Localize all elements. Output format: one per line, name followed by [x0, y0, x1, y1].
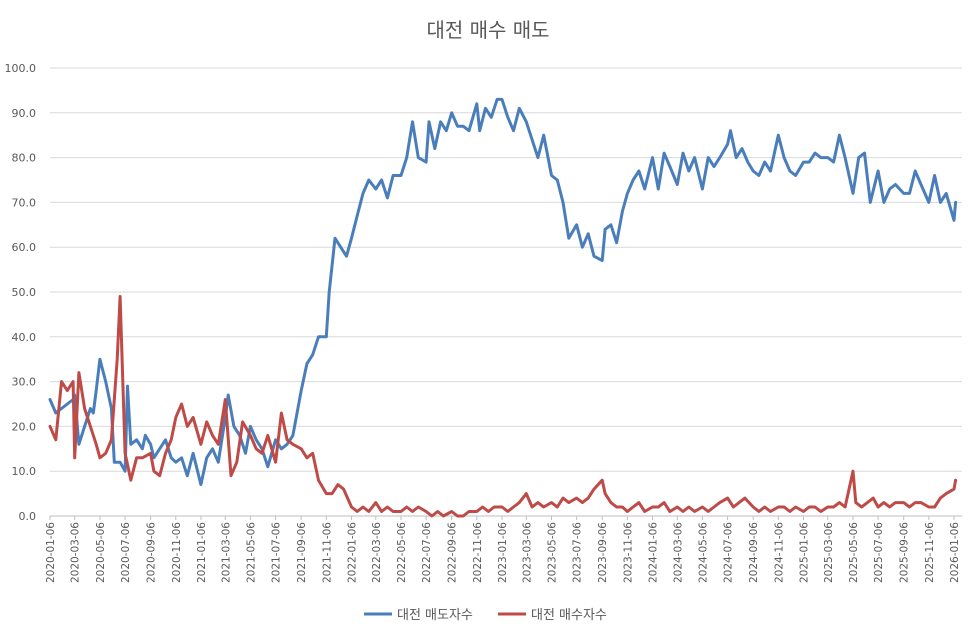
- x-axis-ticks: 2020-01-06 2020-03-06 2020-05-06 2020-07-06…: [45, 516, 961, 583]
- series-lines: [48, 97, 958, 518]
- y-tick-label: 50.0: [12, 286, 37, 299]
- x-tick-label: 2025-03-06: [823, 522, 835, 583]
- x-tick-label: 2022-01-06: [346, 522, 358, 583]
- x-tick-label: 2026-01-06: [949, 522, 961, 583]
- x-tick-label: 2022-05-06: [396, 522, 408, 583]
- x-tick-label: 2025-07-06: [873, 522, 885, 583]
- x-tick-label: 2020-11-06: [171, 522, 183, 583]
- x-tick-label: 2023-09-06: [597, 522, 609, 583]
- x-tick-label: 2023-05-06: [546, 522, 558, 583]
- x-tick-label: 2024-07-06: [723, 522, 735, 583]
- x-tick-label: 2024-03-06: [672, 522, 684, 583]
- x-tick-label: 2022-11-06: [472, 522, 484, 583]
- y-tick-label: 10.0: [12, 465, 37, 478]
- y-tick-label: 40.0: [12, 331, 37, 344]
- x-tick-label: 2023-07-06: [572, 522, 584, 583]
- x-tick-label: 2023-11-06: [622, 522, 634, 583]
- legend: 대전 매도자수 대전 매수자수: [364, 608, 607, 623]
- x-tick-label: 2022-03-06: [371, 522, 383, 583]
- y-tick-label: 100.0: [5, 62, 37, 75]
- x-tick-label: 2021-05-06: [245, 522, 257, 583]
- x-tick-label: 2021-01-06: [196, 522, 208, 583]
- x-tick-label: 2020-03-06: [70, 522, 82, 583]
- x-tick-label: 2024-11-06: [773, 522, 785, 583]
- x-tick-label: 2024-09-06: [748, 522, 760, 583]
- x-tick-label: 2023-03-06: [521, 522, 533, 583]
- gridlines: [50, 67, 962, 517]
- y-tick-label: 80.0: [12, 152, 37, 165]
- x-tick-label: 2025-09-06: [899, 522, 911, 583]
- x-tick-label: 2021-07-06: [271, 522, 283, 583]
- y-tick-label: 30.0: [12, 376, 37, 389]
- x-tick-label: 2022-09-06: [447, 522, 459, 583]
- x-tick-label: 2023-01-06: [497, 522, 509, 583]
- x-tick-label: 2020-07-06: [120, 522, 132, 583]
- legend-label: 대전 매수자수: [531, 608, 607, 623]
- y-axis-ticks: 100.0 90.0 80.0 70.0 60.0 50.0 40.0 30.0 20.0 10.…: [5, 62, 37, 523]
- chart-title: 대전 매수 매도: [426, 18, 549, 42]
- x-tick-label: 2021-09-06: [296, 522, 308, 583]
- x-tick-label: 2025-11-06: [924, 522, 936, 583]
- x-tick-label: 2024-01-06: [648, 522, 660, 583]
- x-tick-label: 2025-05-06: [848, 522, 860, 583]
- x-tick-label: 2025-01-06: [798, 522, 810, 583]
- x-tick-label: 2021-11-06: [321, 522, 333, 583]
- y-tick-label: 60.0: [12, 241, 37, 254]
- y-tick-label: 0.0: [19, 510, 37, 523]
- x-tick-label: 2020-01-06: [45, 522, 57, 583]
- y-tick-label: 90.0: [12, 107, 37, 120]
- y-tick-label: 70.0: [12, 196, 37, 209]
- x-tick-label: 2021-03-06: [220, 522, 232, 583]
- x-tick-label: 2024-05-06: [697, 522, 709, 583]
- x-tick-label: 2022-07-06: [421, 522, 433, 583]
- series-line-1: [48, 97, 958, 487]
- legend-label: 대전 매도자수: [397, 608, 473, 623]
- series-line-2: [48, 295, 958, 518]
- x-tick-label: 2020-09-06: [146, 522, 158, 583]
- x-tick-label: 2020-05-06: [95, 522, 107, 583]
- y-tick-label: 20.0: [12, 420, 37, 433]
